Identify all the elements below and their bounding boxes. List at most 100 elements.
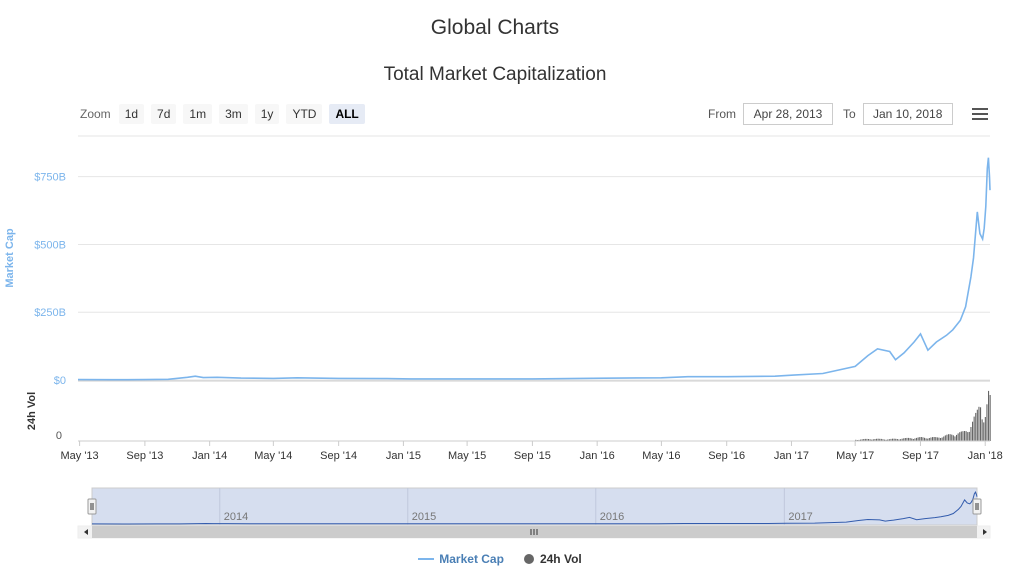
from-label: From: [708, 107, 736, 121]
volume-axis-label: 24h Vol: [26, 392, 38, 430]
volume-bar: [858, 439, 860, 441]
x-tick-label: Jan '16: [580, 450, 615, 462]
volume-bar: [972, 421, 974, 441]
volume-bar: [970, 427, 972, 441]
volume-bar: [861, 439, 863, 441]
to-date-input[interactable]: Jan 10, 2018: [862, 103, 953, 125]
volume-bar: [944, 435, 946, 441]
hamburger-menu-icon[interactable]: [972, 108, 988, 120]
volume-bar: [967, 432, 969, 441]
volume-bar: [951, 434, 953, 441]
y-tick-label: $750B: [34, 172, 66, 184]
legend-item-market-cap[interactable]: Market Cap: [418, 552, 504, 566]
volume-bar: [988, 390, 990, 441]
volume-bar: [941, 437, 943, 441]
zoom-ytd-button[interactable]: YTD: [286, 104, 323, 124]
volume-bar: [927, 438, 929, 441]
navigator-handle-right[interactable]: [972, 498, 982, 515]
navigator-handle-left[interactable]: [87, 498, 97, 515]
arrow-left-icon[interactable]: [84, 529, 88, 535]
x-tick-label: Sep '15: [514, 450, 551, 462]
x-tick-label: Sep '16: [708, 450, 745, 462]
volume-bar: [866, 438, 868, 441]
volume-bar: [965, 431, 967, 441]
volume-bar: [920, 437, 922, 441]
page-title: Global Charts: [430, 16, 560, 39]
volume-bar: [940, 438, 942, 441]
volume-bar: [872, 439, 874, 441]
volume-bar: [892, 438, 894, 441]
volume-bar: [879, 438, 881, 441]
zoom-all-button[interactable]: ALL: [329, 104, 365, 124]
volume-bar: [876, 438, 878, 441]
navigator-tick-label: 2014: [224, 511, 248, 523]
navigator-tick-label: 2017: [788, 511, 812, 523]
volume-bar: [959, 432, 961, 441]
volume-bar: [882, 439, 884, 441]
y-axis-label: Market Cap: [4, 228, 16, 288]
volume-bar: [916, 437, 918, 441]
x-tick-label: May '17: [836, 450, 874, 462]
volume-bar: [949, 434, 951, 441]
volume-bar: [922, 437, 924, 441]
volume-bar: [925, 438, 927, 441]
volume-bar: [855, 439, 857, 441]
volume-bar: [877, 438, 879, 441]
zoom-1d-button[interactable]: 1d: [118, 104, 145, 124]
zoom-3m-button[interactable]: 3m: [219, 104, 248, 124]
volume-bar: [978, 406, 980, 441]
zoom-7d-button[interactable]: 7d: [151, 104, 177, 124]
volume-bar: [864, 438, 866, 441]
volume-bar: [957, 433, 959, 441]
volume-bar: [909, 438, 911, 441]
volume-bar: [888, 439, 890, 441]
volume-bar: [984, 417, 986, 441]
volume-bar: [981, 419, 983, 441]
volume-bar: [936, 437, 938, 441]
navigator-tick-label: 2015: [412, 511, 436, 523]
volume-bar: [911, 438, 913, 441]
from-date-input[interactable]: Apr 28, 2013: [743, 103, 833, 125]
volume-bar: [933, 437, 935, 441]
volume-bar: [964, 431, 966, 441]
x-tick-label: Sep '13: [126, 450, 163, 462]
volume-bar: [973, 416, 975, 441]
legend: Market Cap 24h Vol: [0, 552, 1000, 566]
x-tick-label: Jan '18: [968, 450, 1003, 462]
market-cap-line: [77, 157, 991, 381]
volume-bar: [968, 431, 970, 441]
navigator-series-line: [91, 491, 978, 525]
volume-bar: [898, 439, 900, 441]
arrow-right-icon[interactable]: [983, 529, 987, 535]
legend-item-24h-vol[interactable]: 24h Vol: [523, 552, 582, 566]
volume-bar: [887, 439, 889, 441]
navigator-selection: [91, 487, 978, 526]
volume-bar: [956, 434, 958, 441]
volume-bar: [912, 439, 914, 441]
volume-bar: [938, 437, 940, 441]
volume-bar: [914, 438, 916, 441]
volume-bar: [906, 437, 908, 441]
volume-bar: [884, 439, 886, 441]
volume-bar: [900, 439, 902, 441]
legend-label-24h-vol: 24h Vol: [539, 552, 582, 566]
x-tick-label: Sep '14: [320, 450, 357, 462]
x-tick-label: Jan '17: [774, 450, 809, 462]
zoom-1y-button[interactable]: 1y: [254, 104, 280, 124]
volume-bar: [908, 437, 910, 441]
zoom-label: Zoom: [80, 107, 111, 121]
volume-bar: [863, 439, 865, 441]
volume-bar: [928, 438, 930, 441]
volume-bar: [930, 437, 932, 441]
legend-dot-symbol: [523, 554, 534, 564]
x-tick-label: May '15: [448, 450, 486, 462]
volume-bar: [952, 435, 954, 441]
volume-bar: [874, 439, 876, 441]
zoom-controls: Zoom 1d 7d 1m 3m 1y YTD ALL: [80, 104, 372, 124]
zoom-1m-button[interactable]: 1m: [183, 104, 213, 124]
x-tick-label: Sep '17: [902, 450, 939, 462]
volume-bar: [885, 439, 887, 441]
volume-bar: [932, 437, 934, 441]
to-label: To: [843, 107, 856, 121]
volume-bar: [869, 439, 871, 441]
